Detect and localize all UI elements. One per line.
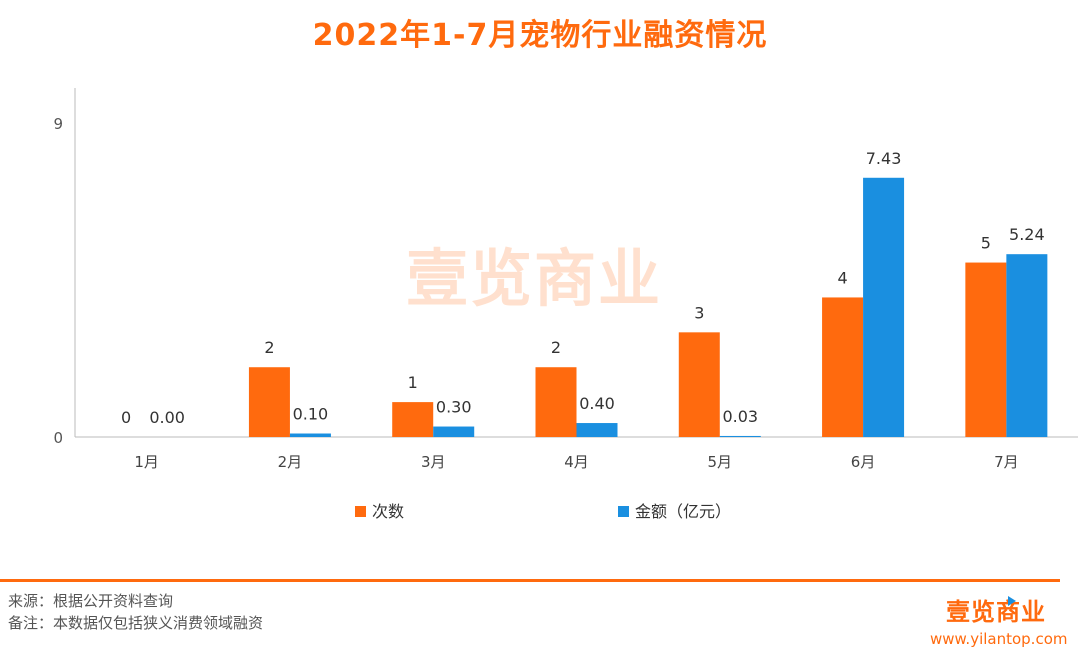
bar-amount (576, 423, 618, 437)
chart-title: 2022年1-7月宠物行业融资情况 (312, 18, 768, 53)
data-label-count: 2 (551, 338, 561, 357)
brand-logo: 壹览商业 (946, 598, 1046, 626)
site-url: www.yilantop.com (930, 630, 1068, 648)
bar-amount (863, 177, 905, 437)
y-tick-label: 0 (53, 429, 63, 447)
bar-count (965, 262, 1007, 437)
bar-amount (289, 433, 331, 437)
data-label-count: 3 (694, 303, 704, 322)
bar-count (248, 367, 290, 437)
data-label-count: 0 (121, 408, 131, 427)
bar-amount (719, 435, 761, 437)
data-label-amount: 0.00 (149, 408, 185, 427)
footer-divider (0, 579, 1060, 582)
legend-swatch-blue (618, 506, 629, 517)
data-label-amount: 0.40 (579, 394, 615, 413)
data-label-amount: 0.10 (293, 405, 329, 424)
bar-count (392, 402, 434, 437)
footer-source: 来源：根据公开资料查询 (8, 592, 174, 610)
data-label-count: 2 (264, 338, 274, 357)
x-tick-label: 6月 (851, 453, 876, 471)
data-label-amount: 7.43 (866, 149, 902, 168)
data-label-amount: 0.30 (436, 398, 472, 417)
y-tick-label: 9 (53, 115, 63, 133)
footer-note: 备注：本数据仅包括狭义消费领域融资 (8, 614, 264, 632)
bar-amount (1006, 254, 1048, 437)
legend-label-amount: 金额（亿元） (635, 502, 732, 521)
watermark-logo: 壹览商业 (406, 242, 663, 315)
legend-item-count: 次数 (355, 498, 404, 522)
legend-swatch-orange (355, 506, 366, 517)
legend-label-count: 次数 (372, 502, 405, 521)
bar-count (822, 297, 864, 437)
bar-count (535, 367, 577, 437)
data-label-count: 4 (837, 268, 847, 287)
bar-chart: 0 9 0 0.00 1月 2 0.10 2月 1 0.30 3月 2 0.40 4月 3 0.03 5月 4 7.… (53, 88, 1078, 471)
data-label-count: 5 (981, 234, 991, 253)
x-tick-label: 5月 (708, 453, 733, 471)
x-tick-label: 7月 (994, 453, 1019, 471)
x-tick-label: 1月 (134, 453, 159, 471)
data-label-amount: 5.24 (1009, 225, 1045, 244)
bar-amount (433, 426, 475, 437)
bar-count (678, 332, 720, 437)
data-label-amount: 0.03 (722, 407, 758, 426)
x-tick-label: 3月 (421, 453, 446, 471)
data-label-count: 1 (408, 373, 418, 392)
x-tick-label: 2月 (278, 453, 303, 471)
legend-item-amount: 金额（亿元） (618, 498, 731, 522)
play-icon (1008, 596, 1016, 606)
x-tick-label: 4月 (564, 453, 589, 471)
